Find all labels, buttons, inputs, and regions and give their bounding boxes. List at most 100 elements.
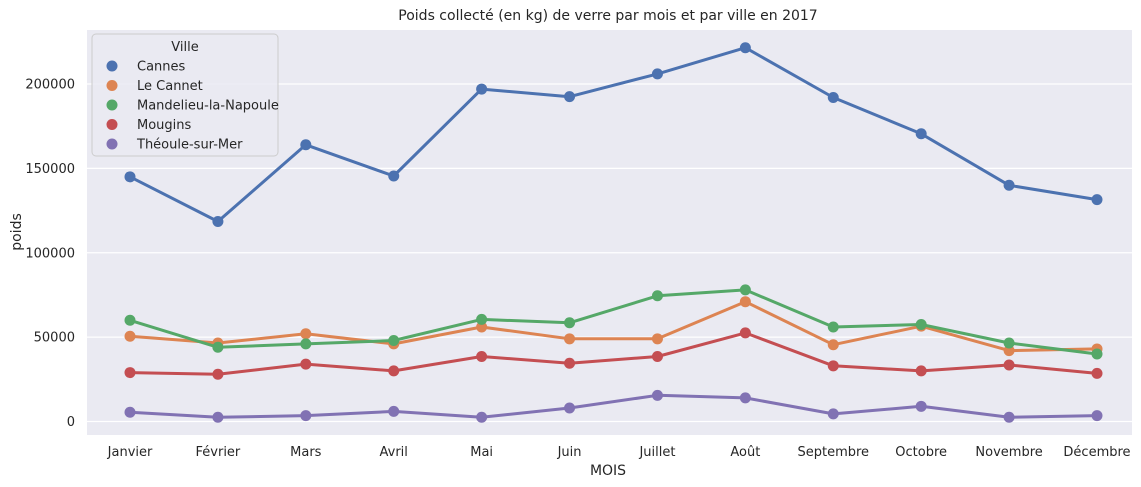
data-point [564, 333, 576, 345]
x-tick-label: Juillet [638, 445, 675, 460]
legend-label: Mandelieu-la-Napoule [137, 99, 279, 114]
y-tick-label: 200000 [25, 78, 75, 93]
data-point [739, 392, 751, 404]
data-point [564, 317, 576, 329]
data-point [564, 402, 576, 414]
series-group [124, 42, 1103, 228]
legend-marker [106, 138, 118, 150]
data-point [124, 171, 136, 183]
x-tick-label: Mars [290, 445, 322, 460]
x-tick-label: Décembre [1063, 445, 1130, 460]
data-point [300, 410, 312, 422]
data-point [124, 314, 136, 326]
series-group [124, 296, 1103, 357]
data-point [1091, 410, 1103, 422]
data-point [827, 360, 839, 372]
data-point [739, 42, 751, 54]
series-group [124, 327, 1103, 380]
series-line [128, 331, 1099, 376]
data-point [915, 365, 927, 377]
x-tick-label: Novembre [975, 445, 1042, 460]
data-point [651, 333, 663, 345]
data-point [1091, 348, 1103, 360]
data-point [915, 128, 927, 140]
data-point [1091, 194, 1103, 206]
x-axis-label: MOIS [590, 463, 626, 479]
data-point [476, 351, 488, 363]
series-lines [124, 42, 1103, 423]
data-point [212, 341, 224, 353]
legend: Ville Cannes Le Cannet Mandelieu-la-Napoul… [91, 33, 279, 157]
data-point [124, 367, 136, 379]
legend-label: Mougins [137, 118, 192, 133]
data-point [651, 68, 663, 80]
series-line [128, 393, 1099, 419]
y-tick-labels: 0 50000 100000 150000 200000 [25, 78, 75, 431]
data-point [300, 328, 312, 340]
data-point [915, 318, 927, 330]
y-tick-label: 100000 [25, 246, 75, 261]
x-tick-label: Mai [470, 445, 493, 460]
y-tick-label: 150000 [25, 162, 75, 177]
data-point [124, 406, 136, 418]
chart-title: Poids collecté (en kg) de verre par mois… [398, 8, 817, 24]
x-tick-label: Octobre [895, 445, 947, 460]
data-point [212, 216, 224, 228]
y-tick-label: 50000 [34, 331, 75, 346]
series-group [124, 284, 1103, 360]
legend-marker [106, 119, 118, 130]
legend-title: Ville [171, 40, 198, 55]
data-point [651, 351, 663, 363]
data-point [476, 313, 488, 325]
data-point [388, 405, 400, 417]
data-point [827, 321, 839, 333]
x-tick-label: Juin [557, 445, 582, 460]
y-axis-label: poids [9, 213, 25, 251]
data-point [300, 358, 312, 370]
data-point [300, 338, 312, 350]
legend-marker [106, 80, 118, 91]
data-point [564, 91, 576, 103]
y-tick-label: 0 [67, 415, 75, 430]
data-point [476, 83, 488, 95]
series-line [128, 300, 1099, 353]
series-line [128, 46, 1099, 223]
data-point [388, 170, 400, 182]
data-point [651, 290, 663, 302]
series-line [128, 288, 1099, 356]
data-point [476, 321, 488, 333]
data-point [212, 411, 224, 423]
data-point [1003, 179, 1015, 191]
x-tick-label: Septembre [797, 445, 869, 460]
data-point [388, 335, 400, 346]
data-point [739, 284, 751, 296]
x-tick-label: Janvier [107, 445, 153, 460]
data-point [739, 296, 751, 308]
data-point [1003, 359, 1015, 371]
data-point [1003, 345, 1015, 357]
legend-label: Théoule-sur-Mer [136, 138, 243, 153]
data-point [212, 368, 224, 380]
data-point [827, 408, 839, 420]
legend-box [91, 33, 279, 157]
data-point [476, 411, 488, 423]
x-tick-labels: Janvier Février Mars Avril Mai Juin Juillet Aoû… [107, 445, 1131, 460]
x-tick-label: Avril [380, 445, 408, 460]
data-point [300, 139, 312, 151]
data-point [124, 330, 136, 342]
legend-label: Cannes [137, 60, 186, 75]
data-point [1003, 337, 1015, 349]
data-point [651, 389, 663, 401]
legend-marker [106, 99, 118, 111]
legend-label: Le Cannet [137, 79, 203, 94]
data-point [564, 357, 576, 369]
data-point [827, 339, 839, 351]
data-point [915, 400, 927, 412]
x-tick-label: Février [196, 445, 241, 460]
data-point [827, 92, 839, 103]
data-point [739, 327, 751, 339]
x-tick-label: Août [730, 445, 760, 460]
data-point [388, 365, 400, 377]
